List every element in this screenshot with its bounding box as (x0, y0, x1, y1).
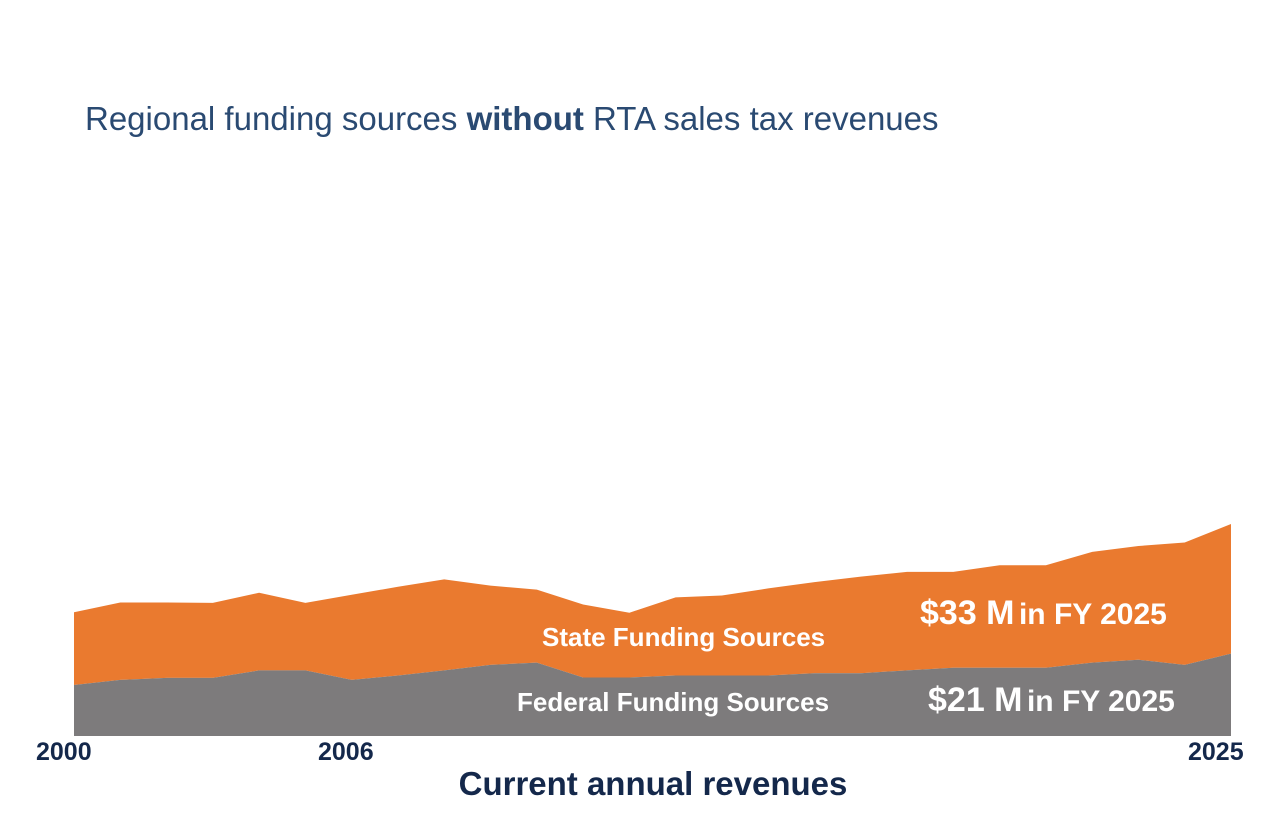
x-axis-title: Current annual revenues (458, 765, 848, 802)
federal-fy2025-annotation: $21 M in FY 2025 (928, 681, 1175, 720)
federal-series-label: Federal Funding Sources (517, 687, 830, 717)
title-suffix: RTA sales tax revenues (583, 100, 939, 137)
state-fy2025-value: $33 M (920, 594, 1015, 632)
x-tick-label: 2006 (318, 738, 374, 766)
state-series-label: State Funding Sources (542, 622, 826, 652)
federal-fy2025-value: $21 M (928, 681, 1023, 719)
title-prefix: Regional funding sources (85, 100, 467, 137)
federal-funding-area (74, 653, 1231, 736)
x-tick-label: 2025 (1188, 738, 1244, 766)
chart-title: Regional funding sources without RTA sal… (85, 100, 939, 138)
state-fy2025-annotation: $33 M in FY 2025 (920, 594, 1167, 633)
state-funding-area (74, 524, 1231, 685)
federal-fy2025-suffix: in FY 2025 (1026, 685, 1175, 718)
title-emphasis: without (466, 100, 584, 137)
state-fy2025-suffix: in FY 2025 (1018, 598, 1167, 631)
x-tick-label: 2000 (36, 738, 92, 766)
